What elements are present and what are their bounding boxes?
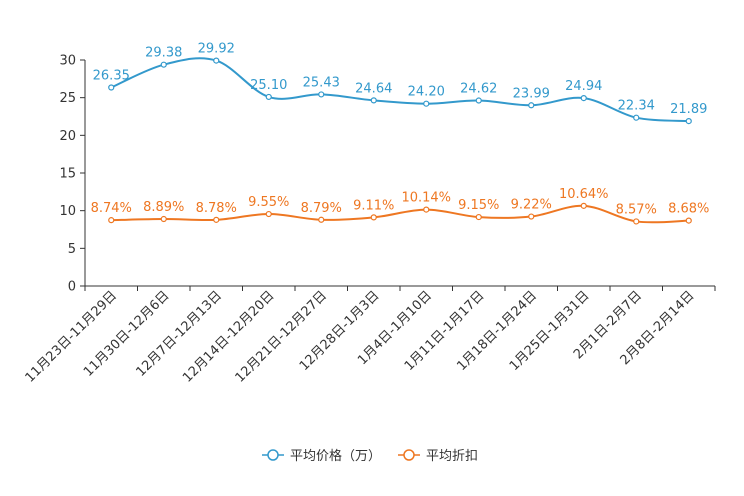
data-label-0: 24.20 — [408, 85, 445, 100]
series-layer — [108, 57, 692, 225]
data-label-0: 29.38 — [145, 46, 182, 61]
data-label-1: 9.22% — [511, 198, 552, 213]
data-label-1: 10.64% — [559, 187, 609, 202]
legend-label: 平均折扣 — [426, 449, 478, 464]
data-label-0: 26.35 — [93, 68, 130, 83]
x-category-label: 12月21日-12月27日 — [233, 288, 330, 385]
data-point-0[interactable] — [160, 61, 167, 68]
data-point-0[interactable] — [685, 117, 692, 125]
legend-marker-icon — [403, 449, 415, 461]
data-label-1: 8.57% — [616, 202, 657, 217]
data-label-1: 9.15% — [458, 198, 499, 213]
x-category-label: 11月23日-11月29日 — [23, 288, 120, 385]
data-label-1: 8.89% — [143, 200, 184, 215]
data-point-0[interactable] — [108, 84, 115, 91]
data-label-1: 9.55% — [248, 195, 289, 210]
data-point-0[interactable] — [580, 95, 587, 102]
data-point-1[interactable] — [318, 216, 325, 223]
data-point-0[interactable] — [528, 102, 535, 109]
y-tick-label: 25 — [59, 91, 76, 106]
data-label-0: 29.92 — [198, 42, 235, 57]
data-label-0: 25.43 — [303, 75, 340, 90]
data-label-0: 24.62 — [460, 82, 497, 97]
data-label-1: 8.79% — [301, 201, 342, 216]
legend[interactable]: 平均价格（万） 平均折扣 — [262, 448, 478, 464]
legend-marker-icon — [267, 449, 279, 461]
y-tick-label: 30 — [59, 54, 76, 69]
y-tick-label: 20 — [59, 129, 76, 144]
legend-label: 平均价格（万） — [290, 448, 381, 464]
data-label-0: 21.89 — [670, 102, 707, 117]
data-label-1: 9.11% — [353, 198, 394, 213]
data-point-0[interactable] — [423, 100, 430, 107]
data-point-1[interactable] — [685, 217, 692, 224]
data-point-1[interactable] — [580, 202, 587, 209]
x-category-label: 12月14日-12月20日 — [180, 288, 277, 385]
legend-item-1[interactable]: 平均折扣 — [398, 449, 478, 464]
data-point-1[interactable] — [108, 217, 115, 224]
data-point-1[interactable] — [423, 206, 430, 213]
data-point-0[interactable] — [475, 97, 482, 104]
data-point-1[interactable] — [475, 213, 482, 221]
y-tick-label: 10 — [59, 204, 76, 219]
data-point-1[interactable] — [370, 214, 377, 221]
data-label-0: 24.64 — [355, 81, 392, 96]
series-line-0 — [110, 57, 689, 123]
data-label-0: 23.99 — [513, 86, 550, 101]
data-label-1: 8.68% — [668, 202, 709, 217]
data-point-1[interactable] — [528, 213, 535, 220]
data-labels: 26.35 29.38 29.92 25.10 25.43 24.64 24.20 24.62… — [91, 42, 710, 218]
data-point-0[interactable] — [370, 97, 377, 104]
legend-item-0[interactable]: 平均价格（万） — [262, 448, 381, 464]
data-point-0[interactable] — [633, 114, 640, 121]
series-line-1 — [111, 204, 689, 224]
data-point-1[interactable] — [265, 210, 272, 218]
data-label-0: 24.94 — [565, 79, 602, 94]
data-point-1[interactable] — [213, 216, 220, 223]
data-label-1: 10.14% — [401, 191, 451, 206]
y-tick-label: 0 — [68, 280, 76, 295]
data-point-0[interactable] — [318, 91, 325, 98]
data-point-1[interactable] — [633, 218, 640, 225]
data-label-1: 8.78% — [196, 201, 237, 216]
y-tick-label: 5 — [68, 242, 76, 257]
data-point-0[interactable] — [265, 93, 272, 101]
data-label-0: 25.10 — [250, 78, 287, 93]
data-point-1[interactable] — [160, 215, 167, 223]
data-label-1: 8.74% — [91, 201, 132, 216]
data-point-0[interactable] — [213, 57, 220, 64]
data-label-0: 22.34 — [618, 99, 655, 114]
y-tick-label: 15 — [59, 167, 76, 182]
